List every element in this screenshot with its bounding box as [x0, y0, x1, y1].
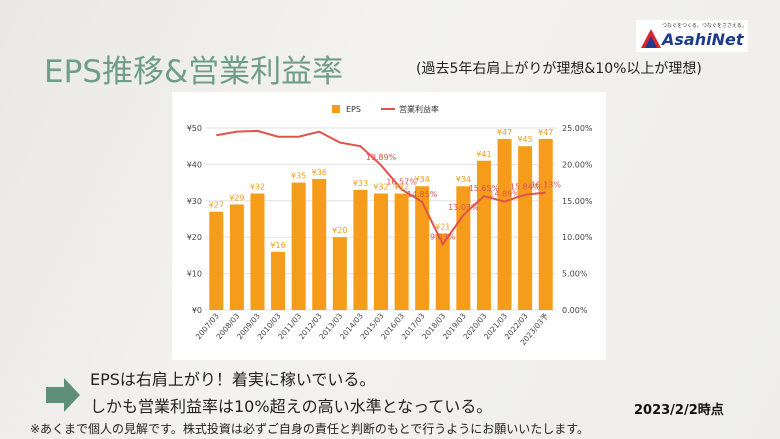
logo-text: AsahiNet — [662, 30, 744, 49]
data-label: ¥29 — [229, 193, 244, 202]
data-label: ¥35 — [291, 172, 306, 181]
data-label: ¥41 — [476, 150, 491, 159]
bar — [497, 138, 512, 310]
arrow-icon — [46, 378, 80, 412]
y2-tick-label: 15.00% — [562, 197, 593, 206]
y2-tick-label: 20.00% — [562, 160, 593, 169]
bar — [250, 193, 265, 310]
date: 2023/2/2時点 — [634, 403, 724, 418]
bar — [435, 233, 450, 310]
data-label: ¥32 — [373, 183, 388, 192]
y2-tick-label: 5.00% — [562, 270, 588, 279]
data-label: 15.65% — [469, 184, 500, 193]
bar — [374, 193, 388, 310]
bar — [394, 193, 409, 310]
logo-box: つなぐをつくる。つなぐをささえる。 AsahiNet — [636, 20, 748, 52]
bar — [291, 182, 306, 310]
data-label: ¥47 — [497, 128, 512, 137]
footer: ※あくまで個人の見解です。株式投資は必ずご自身の責任と判断のもとで行うようにお願… — [30, 422, 590, 436]
chart-bg — [172, 92, 606, 360]
legend-swatch — [332, 105, 340, 113]
data-label: 15.84% — [510, 183, 541, 192]
data-label: ¥36 — [312, 168, 327, 177]
bar — [518, 146, 533, 310]
bar — [353, 189, 368, 310]
bar — [538, 138, 553, 310]
y2-tick-label: 10.00% — [562, 233, 593, 242]
title: EPS推移&営業利益率 — [44, 54, 344, 90]
bar — [332, 237, 347, 310]
data-label: ¥33 — [353, 179, 368, 188]
data-label: ¥32 — [250, 183, 265, 192]
comment: しかも営業利益率は10%超えの高い水準となっている。 — [90, 397, 493, 416]
legend-label: 営業利益率 — [399, 104, 439, 114]
data-label: ¥34 — [415, 175, 430, 184]
y2-tick-label: 25.00% — [562, 124, 593, 133]
y-tick-label: ¥20 — [187, 233, 202, 242]
y-tick-label: ¥10 — [187, 270, 202, 279]
data-label: ¥34 — [456, 175, 471, 184]
legend-label: EPS — [346, 105, 361, 114]
bar — [209, 211, 224, 310]
data-label: ¥45 — [517, 135, 532, 144]
y2-tick-label: 0.00% — [562, 306, 588, 315]
data-label: 19.89% — [366, 153, 397, 162]
logo-tagline: つなぐをつくる。つなぐをささえる。 — [662, 23, 747, 29]
y-tick-label: ¥0 — [192, 306, 202, 315]
bar — [312, 178, 327, 310]
comment: EPSは右肩上がり！着実に稼いでいる。 — [90, 370, 376, 389]
data-label: ¥47 — [538, 128, 553, 137]
y-tick-label: ¥30 — [187, 197, 202, 206]
data-label: 16.57% — [386, 177, 417, 186]
data-label: ¥21 — [435, 223, 450, 232]
bar — [271, 251, 286, 310]
data-label: ¥32 — [394, 183, 409, 192]
bar — [415, 186, 430, 310]
chart: ¥0 ¥10 ¥20 ¥30 ¥40 ¥50 0.00% 5.00% 10.00% 15.00% 2… — [172, 92, 606, 360]
data-label: ¥20 — [332, 226, 347, 235]
subtitle: (過去5年右肩上がりが理想&10%以上が理想) — [416, 61, 702, 77]
data-label: 14.89% — [489, 190, 520, 199]
data-label: 14.85% — [407, 190, 438, 199]
bar — [229, 204, 244, 310]
logo-icon — [641, 29, 661, 48]
y-tick-label: ¥50 — [187, 124, 202, 133]
bar — [456, 186, 471, 310]
line — [216, 129, 546, 247]
data-label: 16.13% — [530, 181, 561, 190]
data-label: ¥16 — [270, 241, 285, 250]
data-label: 13.03% — [448, 203, 479, 212]
y-tick-label: ¥40 — [187, 160, 202, 169]
data-label: 9.03% — [430, 232, 456, 241]
data-label: ¥27 — [209, 201, 224, 210]
